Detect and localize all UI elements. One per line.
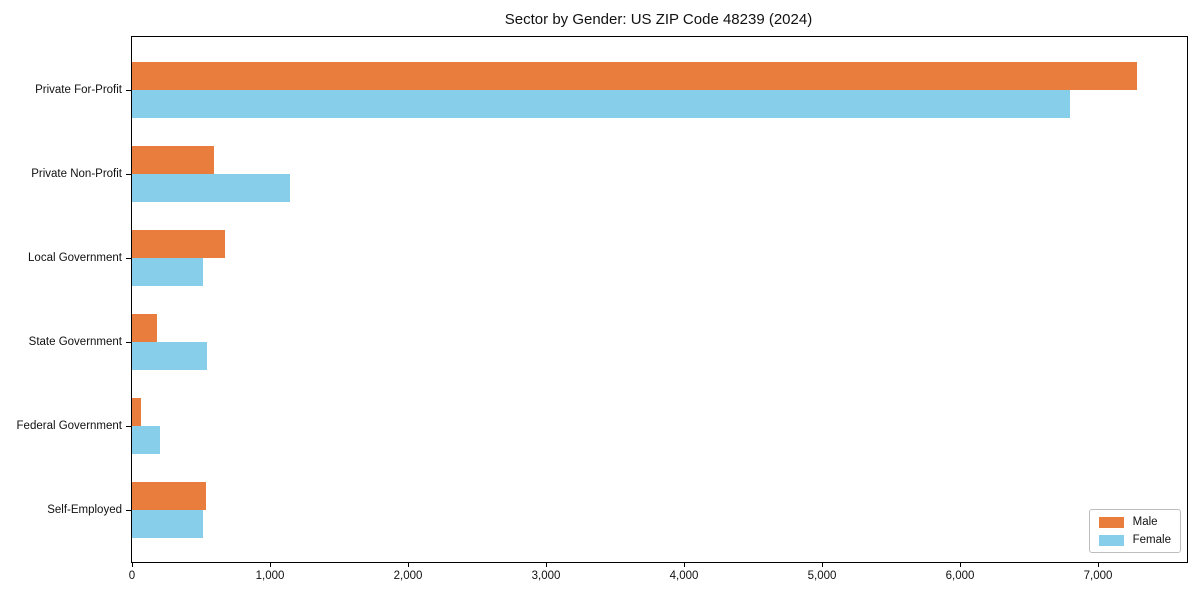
x-tick-2000 [408,562,409,567]
y-tick-label-private-non-profit: Private Non-Profit [31,168,122,180]
legend-entry-female: Female [1098,534,1171,546]
y-tick-self-employed [126,510,131,511]
y-tick-private-for-profit [126,90,131,91]
bar-male-federal-government [132,398,141,426]
x-tick-label-5000: 5,000 [807,570,837,582]
legend-swatch-female [1098,534,1124,546]
bar-female-state-government [132,342,208,370]
x-tick-6000 [960,562,961,567]
bar-male-private-non-profit [132,146,215,174]
bar-female-federal-government [132,426,160,454]
bar-male-private-for-profit [132,62,1137,90]
y-tick-private-non-profit [126,174,131,175]
x-tick-3000 [546,562,547,567]
y-tick-label-federal-government: Federal Government [16,420,122,432]
x-tick-4000 [684,562,685,567]
y-tick-state-government [126,342,131,343]
y-tick-label-private-for-profit: Private For-Profit [35,84,122,96]
x-tick-label-2000: 2,000 [393,570,423,582]
y-tick-local-government [126,258,131,259]
legend: Male Female [1088,509,1181,553]
legend-entry-male: Male [1098,516,1171,528]
plot-area: Male Female Private For-Profit Private No… [17,36,1188,582]
x-tick-label-4000: 4,000 [669,570,699,582]
legend-label-female: Female [1132,534,1171,546]
x-tick-label-3000: 3,000 [531,570,561,582]
x-tick-7000 [1098,562,1099,567]
legend-swatch-male [1098,516,1124,528]
bar-female-self-employed [132,510,204,538]
bar-female-private-non-profit [132,174,290,202]
x-tick-0 [132,562,133,567]
bar-female-private-for-profit [132,90,1071,118]
bar-female-local-government [132,258,204,286]
y-tick-label-state-government: State Government [28,336,122,348]
bar-male-state-government [132,314,157,342]
y-tick-label-self-employed: Self-Employed [47,504,122,516]
legend-label-male: Male [1132,516,1158,528]
x-tick-label-7000: 7,000 [1083,570,1113,582]
bar-male-local-government [132,230,226,258]
x-tick-1000 [270,562,271,567]
x-tick-label-0: 0 [128,570,136,582]
chart-title: Sector by Gender: US ZIP Code 48239 (202… [504,11,813,28]
x-tick-label-6000: 6,000 [945,570,975,582]
x-tick-5000 [822,562,823,567]
x-tick-label-1000: 1,000 [255,570,285,582]
bar-male-self-employed [132,482,206,510]
y-tick-federal-government [126,426,131,427]
y-tick-label-local-government: Local Government [28,252,122,264]
